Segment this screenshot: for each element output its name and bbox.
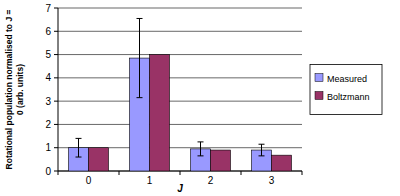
legend-label: Measured [327,74,367,84]
y-tick [54,124,58,125]
legend-label: Boltzmann [327,92,370,102]
error-bar [198,142,204,156]
x-tick-label: 3 [269,175,275,186]
y-tick [54,77,58,78]
x-tick [241,171,242,175]
bar [272,155,292,171]
y-tick-label: 7 [45,3,51,14]
grid-line [58,124,302,125]
y-tick [54,31,58,32]
bar [211,150,231,171]
grid-line [58,77,302,78]
x-tick [119,171,120,175]
x-tick [180,171,181,175]
y-tick-label: 1 [45,142,51,153]
chart: 0 1 2 3 4 5 6 7 0 1 2 3 J Rotational population norma… [0,0,400,196]
y-tick [54,147,58,148]
y-tick-label: 3 [45,96,51,107]
grid-line [58,8,302,9]
bar [150,55,170,171]
y-tick [54,171,58,172]
error-bar [259,144,265,156]
error-bar [76,138,82,157]
x-tick-label: 1 [147,175,153,186]
legend-box [310,65,382,115]
y-tick [54,101,58,102]
grid-line [58,54,302,55]
legend-swatch [315,74,323,82]
y-axis [58,8,59,171]
y-tick-label: 4 [45,72,51,83]
bar [89,148,109,171]
y-axis-label: 0 (arb. units) [15,64,25,115]
y-tick [54,8,58,9]
y-tick [54,54,58,55]
x-tick [302,171,303,175]
y-tick-label: 5 [45,49,51,60]
bars [69,18,292,171]
error-bar [137,18,143,97]
y-tick-label: 6 [45,26,51,37]
x-tick-label: 0 [86,175,92,186]
y-tick-label: 0 [45,166,51,177]
x-axis-label: J [177,183,183,194]
legend-swatch [315,92,323,100]
x-tick [58,171,59,175]
grid-line [58,101,302,102]
x-tick-label: 2 [208,175,214,186]
grid-line [58,31,302,32]
y-axis-label: Rotational population normalised to J = [4,10,14,170]
y-tick-label: 2 [45,119,51,130]
